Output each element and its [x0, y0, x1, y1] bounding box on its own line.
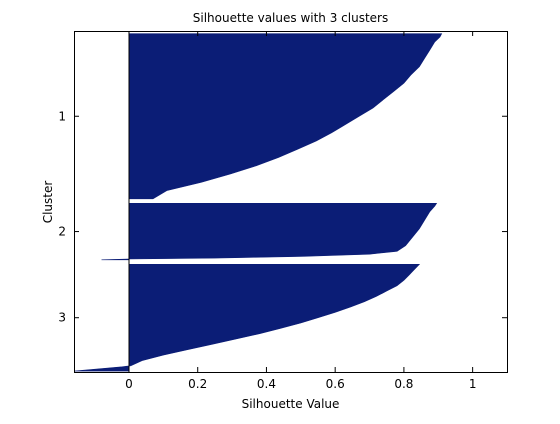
- y-tick-label: 3: [58, 311, 66, 325]
- cluster-1-bars: [128, 33, 443, 200]
- x-tick-label: 0.8: [394, 377, 413, 391]
- x-tick-label: 0: [125, 377, 133, 391]
- cluster-2-bars: [101, 203, 438, 261]
- y-tick-label: 1: [58, 109, 66, 123]
- y-tick-label: 2: [58, 225, 66, 239]
- y-axis-ticks: 1 2 3: [58, 109, 507, 325]
- silhouette-bars: [73, 33, 443, 372]
- x-axis-label: Silhouette Value: [242, 397, 340, 411]
- cluster-3-bars: [73, 263, 421, 372]
- y-axis-label: Cluster: [41, 181, 55, 224]
- x-tick-label: 0.6: [326, 377, 345, 391]
- axes-box: [74, 31, 508, 373]
- x-tick-label: 0.2: [188, 377, 207, 391]
- chart-title: Silhouette values with 3 clusters: [193, 11, 388, 25]
- x-axis-ticks: 0 0.2 0.4 0.6 0.8 1: [125, 31, 476, 391]
- x-tick-label: 1: [469, 377, 477, 391]
- x-tick-label: 0.4: [257, 377, 276, 391]
